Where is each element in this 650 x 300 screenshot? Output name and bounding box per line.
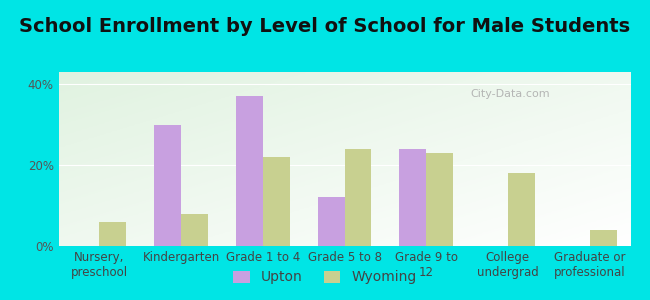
Bar bbox=[99, 222, 126, 246]
Legend: Upton, Wyoming: Upton, Wyoming bbox=[227, 265, 422, 290]
Bar bbox=[154, 124, 181, 246]
Bar bbox=[426, 153, 453, 246]
Bar bbox=[318, 197, 344, 246]
Text: City-Data.com: City-Data.com bbox=[471, 89, 550, 99]
Bar bbox=[344, 149, 371, 246]
Bar bbox=[399, 149, 426, 246]
Bar bbox=[181, 214, 208, 246]
Bar bbox=[236, 96, 263, 246]
Bar bbox=[263, 157, 290, 246]
Bar bbox=[508, 173, 535, 246]
Bar bbox=[590, 230, 617, 246]
Text: School Enrollment by Level of School for Male Students: School Enrollment by Level of School for… bbox=[20, 17, 630, 37]
